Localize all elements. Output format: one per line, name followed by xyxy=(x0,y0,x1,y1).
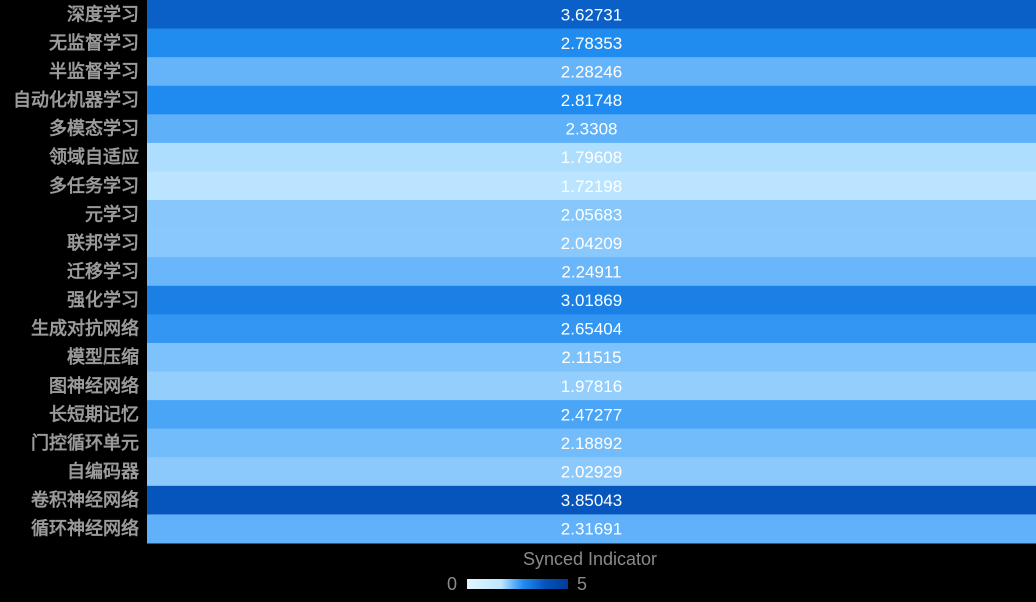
y-tick-label: 门控循环单元 xyxy=(31,432,139,454)
cell-value-label: 2.18892 xyxy=(561,434,622,453)
cell-value-label: 2.02929 xyxy=(561,463,622,482)
heatmap-cell xyxy=(147,485,1036,515)
cell-value-label: 2.04209 xyxy=(561,234,622,253)
heatmap-cell xyxy=(147,28,1036,58)
y-tick-label: 元学习 xyxy=(85,203,139,225)
y-tick-label: 联邦学习 xyxy=(67,232,139,254)
heatmap-cell xyxy=(147,514,1036,544)
y-tick-label: 多任务学习 xyxy=(49,175,139,197)
cell-value-label: 2.24911 xyxy=(561,263,621,282)
cell-value-label: 2.65404 xyxy=(561,320,622,339)
heatmap-cell xyxy=(147,400,1036,430)
colorbar-title: Synced Indicator xyxy=(523,549,657,569)
heatmap-cell xyxy=(147,200,1036,230)
cell-value-label: 2.47277 xyxy=(561,405,622,424)
heatmap-cell xyxy=(147,142,1036,172)
cell-value-label: 1.97816 xyxy=(561,377,622,396)
heatmap-cell xyxy=(147,342,1036,373)
cell-value-label: 3.01869 xyxy=(561,291,622,310)
y-tick-label: 卷积神经网络 xyxy=(30,489,139,511)
cell-value-label: 2.11515 xyxy=(561,348,621,367)
heatmap-cell xyxy=(147,85,1036,115)
y-tick-label: 循环神经网络 xyxy=(31,518,139,540)
cell-value-label: 3.85043 xyxy=(561,491,622,510)
heatmap-cell xyxy=(147,257,1036,287)
y-tick-label: 半监督学习 xyxy=(49,60,139,82)
cell-value-label: 3.62731 xyxy=(561,5,622,24)
y-tick-label: 强化学习 xyxy=(67,289,139,311)
colorbar-gradient xyxy=(467,579,568,589)
y-tick-label: 长短期记忆 xyxy=(49,403,139,425)
y-tick-label: 多模态学习 xyxy=(49,118,139,140)
heatmap-cell xyxy=(147,228,1036,258)
cell-value-label: 2.78353 xyxy=(561,34,622,53)
heatmap-cell xyxy=(147,314,1036,344)
heatmap-cell xyxy=(147,285,1036,315)
y-tick-label: 图神经网络 xyxy=(49,375,139,397)
colorbar-max-label: 5 xyxy=(577,574,587,594)
y-tick-label: 无监督学习 xyxy=(49,32,139,54)
y-tick-label: 迁移学习 xyxy=(67,261,139,283)
cell-value-label: 2.31691 xyxy=(561,520,622,539)
heatmap-cell xyxy=(147,457,1036,487)
cell-value-label: 2.81748 xyxy=(561,91,622,110)
cell-value-label: 2.05683 xyxy=(561,205,622,224)
heatmap-cell xyxy=(147,428,1036,458)
y-tick-label: 领域自适应 xyxy=(49,146,139,168)
heatmap-cell xyxy=(147,171,1036,201)
y-tick-label: 深度学习 xyxy=(67,3,139,25)
y-tick-label: 生成对抗网络 xyxy=(31,318,139,340)
y-tick-label: 自编码器 xyxy=(67,461,140,483)
y-tick-label: 模型压缩 xyxy=(67,346,139,368)
cell-value-label: 1.79608 xyxy=(561,148,622,167)
cell-value-label: 1.72198 xyxy=(561,177,622,196)
heatmap-cell xyxy=(147,0,1036,30)
cell-value-label: 2.3308 xyxy=(566,120,618,139)
heatmap-cell xyxy=(147,57,1036,87)
heatmap-cell xyxy=(147,371,1036,401)
cell-value-label: 2.28246 xyxy=(561,62,622,81)
y-tick-label: 自动化机器学习 xyxy=(13,89,139,111)
heatmap-cell xyxy=(147,114,1036,144)
colorbar-min-label: 0 xyxy=(447,574,457,594)
